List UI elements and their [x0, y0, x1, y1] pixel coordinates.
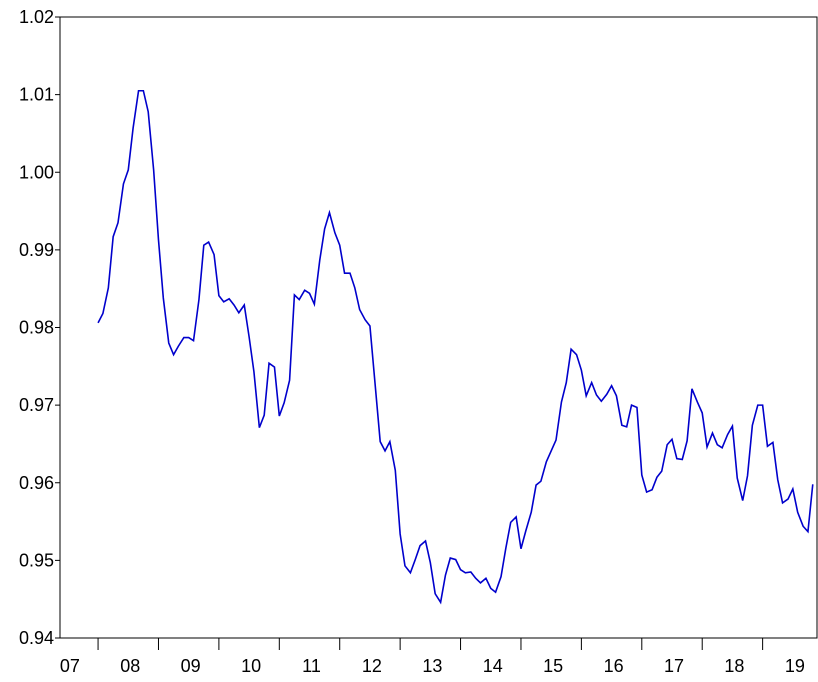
x-tick-label: 15 — [543, 656, 563, 676]
x-tick-label: 08 — [120, 656, 140, 676]
x-tick-label: 13 — [422, 656, 442, 676]
x-tick-label: 18 — [724, 656, 744, 676]
y-tick-label: 1.02 — [19, 7, 54, 27]
x-tick-label: 10 — [241, 656, 261, 676]
x-tick-label: 19 — [785, 656, 805, 676]
x-tick-label: 11 — [302, 656, 321, 676]
x-tick-label: 09 — [181, 656, 201, 676]
y-tick-label: 1.01 — [19, 85, 54, 105]
y-tick-label: 0.95 — [19, 550, 54, 570]
y-tick-label: 0.98 — [19, 318, 54, 338]
x-tick-label: 07 — [60, 656, 80, 676]
x-tick-label: 17 — [664, 656, 684, 676]
x-tick-label: 16 — [604, 656, 624, 676]
y-tick-label: 0.96 — [19, 473, 54, 493]
y-tick-label: 0.97 — [19, 395, 54, 415]
data-line — [97, 89, 814, 605]
x-tick-label: 14 — [483, 656, 503, 676]
y-tick-label: 0.94 — [19, 628, 54, 648]
y-tick-label: 1.00 — [19, 162, 54, 182]
plot-frame — [59, 16, 818, 639]
y-tick-label: 0.99 — [19, 240, 54, 260]
x-tick-label: 12 — [362, 656, 382, 676]
